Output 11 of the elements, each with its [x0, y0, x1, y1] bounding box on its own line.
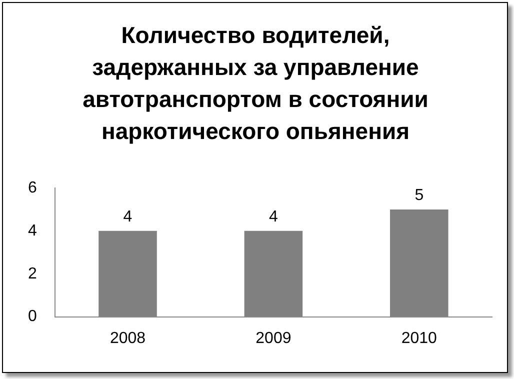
data-label: 5	[414, 186, 424, 204]
data-label: 4	[123, 208, 132, 226]
x-tick-label: 2008	[110, 330, 146, 347]
x-tick-label: 2009	[256, 330, 292, 347]
y-tick-label: 6	[28, 179, 37, 196]
x-tick-label: 2010	[401, 330, 438, 347]
y-tick-label: 4	[28, 222, 37, 240]
y-tick-label: 2	[28, 265, 37, 282]
data-label: 4	[268, 208, 278, 226]
chart-title: Количество водителей, задержанных за управление автотранспортом в состоянии наркотического опьянения	[82, 21, 430, 146]
y-tick-label: 0	[28, 308, 37, 326]
